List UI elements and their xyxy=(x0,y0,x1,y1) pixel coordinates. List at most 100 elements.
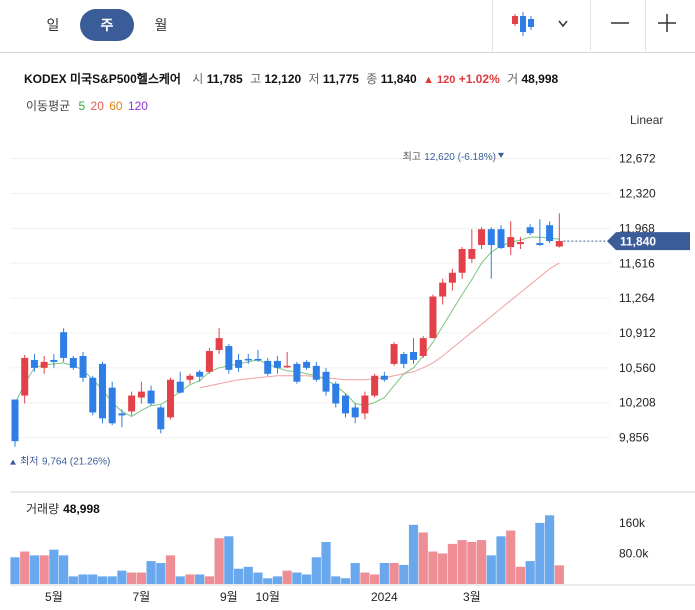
volume-bar xyxy=(117,570,127,584)
open-value: 11,785 xyxy=(206,72,243,86)
candle-body xyxy=(40,361,48,368)
volume-title-value: 48,998 xyxy=(63,502,100,516)
candle-body xyxy=(555,241,563,247)
x-tick-label: 10월 xyxy=(256,590,280,604)
candle-body xyxy=(196,371,204,377)
volume-bar xyxy=(467,542,477,584)
volume-bar xyxy=(506,530,516,584)
volume-bar xyxy=(302,574,312,584)
volume-title: 거래량 48,998 xyxy=(26,500,100,517)
tab-monthly[interactable]: 월 xyxy=(154,17,168,33)
candle-body xyxy=(108,387,116,424)
y-tick-label: 11,616 xyxy=(619,256,655,270)
tab-weekly[interactable]: 주 xyxy=(80,9,134,41)
minus-icon xyxy=(611,22,629,24)
candle-body xyxy=(303,361,311,368)
volume-bar xyxy=(272,576,283,584)
volume-bar xyxy=(88,574,98,584)
volume-y-tick-label: 80.0k xyxy=(619,546,649,560)
candle-body xyxy=(516,242,524,245)
toolbar-divider xyxy=(590,0,591,51)
volume-title-label: 거래량 xyxy=(26,502,60,516)
ma-20[interactable]: 20 xyxy=(90,99,104,113)
volume-bar xyxy=(214,538,224,584)
high-label: 고 xyxy=(250,72,262,86)
candle-body xyxy=(186,375,194,380)
volume-bar xyxy=(476,540,487,584)
candle-body xyxy=(439,282,447,297)
volume-bar xyxy=(263,578,273,584)
candle-body xyxy=(235,359,243,368)
volume-bar xyxy=(515,566,526,584)
candle-body xyxy=(478,229,486,246)
low-marker-value: 9,764 (21.26%) xyxy=(42,457,110,468)
volume-bar xyxy=(20,551,30,584)
candle-body xyxy=(410,352,418,360)
volume-bar xyxy=(107,576,117,584)
high-marker-arrow xyxy=(498,152,504,158)
y-tick-label: 11,968 xyxy=(619,221,655,235)
candle-body xyxy=(21,357,29,396)
ma-5[interactable]: 5 xyxy=(78,99,86,113)
low-marker-arrow xyxy=(10,459,16,465)
zoom-in-button[interactable] xyxy=(646,0,694,51)
volume-bar xyxy=(49,549,59,584)
volume-bar xyxy=(204,576,214,584)
volume-bar xyxy=(350,563,360,584)
tab-daily[interactable]: 일 xyxy=(46,17,60,33)
y-tick-label: 12,672 xyxy=(619,152,656,166)
volume-bar xyxy=(39,555,49,584)
volume-bar xyxy=(292,572,302,584)
y-tick-label: 10,208 xyxy=(619,396,656,410)
candle-body xyxy=(526,227,534,234)
plus-icon xyxy=(658,14,676,32)
high-marker-value: 12,620 (-6.18%) xyxy=(424,152,496,163)
top-toolbar: 일 주 월 xyxy=(0,0,695,53)
low-value: 11,775 xyxy=(322,72,359,86)
candle-body xyxy=(361,395,369,414)
stock-info-bar: KODEX 미국S&P500헬스케어 시 11,785 고 12,120 저 1… xyxy=(24,70,558,87)
volume-bar xyxy=(165,555,176,584)
moving-average-legend: 이동평균 5 20 60 120 xyxy=(24,97,148,114)
candle-body xyxy=(507,237,515,248)
change-value: ▲ 120 xyxy=(423,74,456,86)
y-tick-label: 10,560 xyxy=(619,361,656,375)
candle-body xyxy=(536,243,544,246)
scale-toggle[interactable]: Linear xyxy=(630,113,664,127)
volume-bar xyxy=(370,574,380,584)
change-percent: +1.02% xyxy=(458,72,500,86)
close-label: 종 xyxy=(366,72,378,86)
candle-body xyxy=(176,381,184,393)
candle-body xyxy=(79,355,87,378)
candle-body xyxy=(118,413,126,416)
ma-60[interactable]: 60 xyxy=(109,99,123,113)
volume-bar xyxy=(321,542,331,584)
candle-body xyxy=(225,346,233,370)
candle-body xyxy=(283,365,291,368)
candle-body xyxy=(351,407,359,418)
volume-bar xyxy=(438,553,448,584)
candle-body xyxy=(147,390,155,404)
volume-bar xyxy=(97,576,108,584)
volume-bar xyxy=(233,568,244,584)
volume-bar xyxy=(496,536,506,584)
low-label: 저 xyxy=(308,72,320,86)
volume-bar xyxy=(78,574,88,584)
candle-body xyxy=(468,249,476,259)
volume-value: 48,998 xyxy=(521,72,559,86)
candle-body xyxy=(128,395,136,412)
volume-bar xyxy=(428,551,438,584)
ma-120[interactable]: 120 xyxy=(127,99,148,113)
volume-label: 거 xyxy=(507,72,519,86)
ma5-line xyxy=(14,236,560,417)
x-tick-label: 5월 xyxy=(45,590,63,604)
volume-bar xyxy=(331,576,341,584)
volume-bar xyxy=(340,578,351,584)
volume-bar xyxy=(457,540,467,584)
volume-bar xyxy=(311,557,321,584)
chart-type-button[interactable] xyxy=(496,0,588,51)
low-marker-label: 최저 xyxy=(20,456,38,468)
zoom-out-button[interactable] xyxy=(594,0,644,51)
volume-bar xyxy=(175,576,185,584)
volume-bar xyxy=(379,563,389,584)
